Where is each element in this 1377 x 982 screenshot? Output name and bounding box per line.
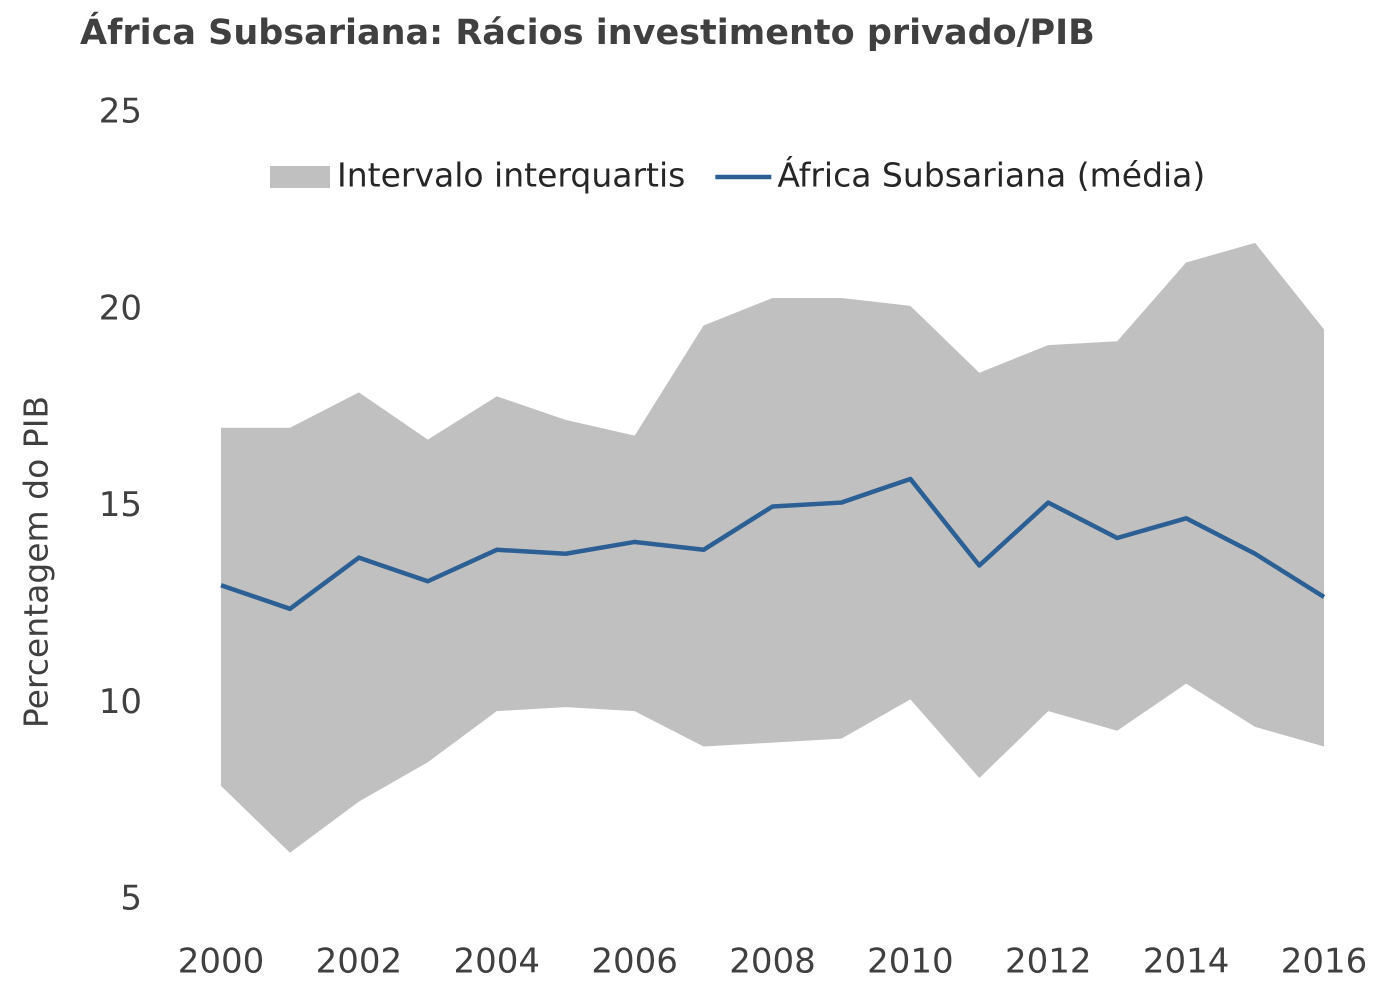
x-tick-label: 2006 [591,942,678,982]
interquartile-band [221,242,1324,853]
y-tick-label: 5 [120,879,142,919]
x-tick-label: 2008 [729,942,816,982]
x-tick-label: 2002 [316,942,403,982]
mean-line [220,476,1326,612]
chart-title: África Subsariana: Rácios investimento p… [80,11,1095,53]
y-tick-label: 15 [99,485,142,525]
legend-label: Intervalo interquartis [337,156,685,195]
y-axis-label: Percentagem do PIB [17,396,56,728]
y-tick-label: 20 [99,288,142,328]
legend-swatch [270,166,330,188]
x-tick-label: 2004 [453,942,540,982]
y-tick-label: 10 [99,682,142,722]
y-tick-label: 25 [99,92,142,132]
x-tick-label: 2014 [1143,942,1230,982]
legend-label: África Subsariana (média) [777,155,1205,195]
x-tick-label: 2012 [1005,942,1092,982]
x-tick-label: 2000 [178,942,265,982]
x-tick-label: 2010 [867,942,954,982]
x-tick-label: 2016 [1281,942,1368,982]
